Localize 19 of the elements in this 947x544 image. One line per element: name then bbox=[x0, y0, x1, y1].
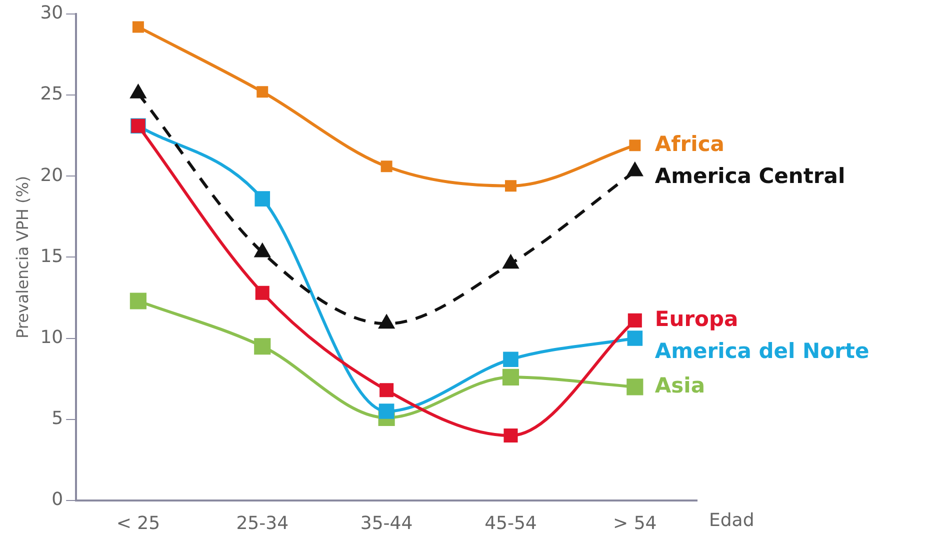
y-axis-title: Prevalencia VPH (%) bbox=[12, 176, 32, 339]
y-tick-label: 10 bbox=[40, 326, 64, 348]
y-tick-label: 5 bbox=[52, 408, 64, 430]
y-tick-label: 15 bbox=[40, 246, 64, 267]
x-tick-label: 35-44 bbox=[360, 512, 413, 534]
x-tick-label: < 25 bbox=[116, 512, 160, 534]
series-label: Asia bbox=[654, 373, 706, 398]
series-label: Africa bbox=[654, 132, 724, 156]
y-tick-label: 20 bbox=[40, 164, 64, 186]
x-tick-label: > 54 bbox=[613, 512, 657, 534]
x-tick-label: 25-34 bbox=[236, 512, 289, 534]
x-tick-label: 45-54 bbox=[484, 512, 537, 534]
y-tick-label: 25 bbox=[40, 84, 64, 105]
series-label: America Central bbox=[654, 164, 846, 188]
y-tick-label: 30 bbox=[40, 2, 64, 24]
y-tick-label: 0 bbox=[52, 489, 64, 510]
x-axis-title: Edad bbox=[709, 510, 754, 532]
series-label: Europa bbox=[654, 306, 738, 331]
series-label: America del Norte bbox=[654, 338, 870, 363]
